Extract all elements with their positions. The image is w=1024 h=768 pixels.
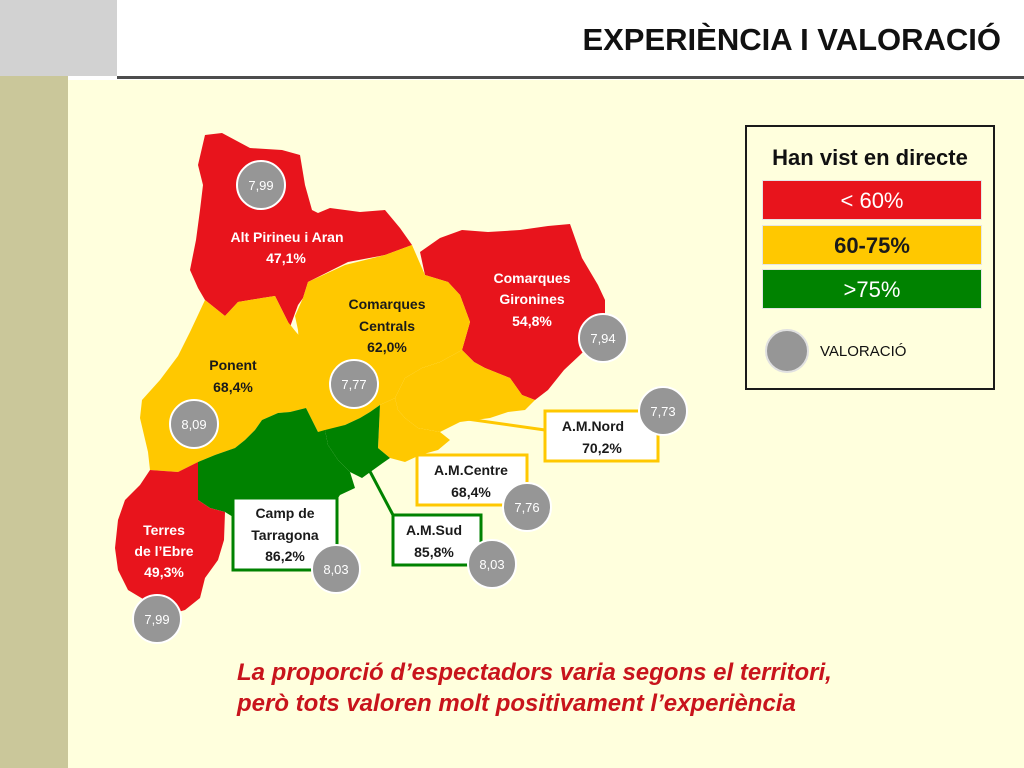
- label-terres-ebre-pct: 49,3%: [144, 564, 184, 580]
- rating-terres-ebre: 7,99: [132, 594, 182, 644]
- region-comarques-gironines: [420, 224, 605, 400]
- label-am-centre-pct: 68,4%: [451, 484, 491, 500]
- rating-comarques-gironines: 7,94: [578, 313, 628, 363]
- label-alt-pirineu-name: Alt Pirineu i Aran: [230, 229, 343, 245]
- label-am-centre-name: A.M.Centre: [434, 462, 508, 478]
- label-am-sud-pct: 85,8%: [414, 544, 454, 560]
- rating-comarques-gironines-value: 7,94: [590, 331, 615, 346]
- rating-am-centre: 7,76: [502, 482, 552, 532]
- rating-am-sud: 8,03: [467, 539, 517, 589]
- rating-alt-pirineu: 7,99: [236, 160, 286, 210]
- rating-am-centre-value: 7,76: [514, 500, 539, 515]
- label-am-sud-name: A.M.Sud: [406, 522, 462, 538]
- header-block: [0, 0, 117, 76]
- legend-yellow-bar: 60-75%: [762, 225, 982, 265]
- rating-am-nord: 7,73: [638, 386, 688, 436]
- legend-green-bar: >75%: [762, 269, 982, 309]
- rating-ponent-value: 8,09: [181, 417, 206, 432]
- label-ponent-pct: 68,4%: [213, 379, 253, 395]
- label-terres-ebre-name-1: Terres: [143, 522, 185, 538]
- label-camp-tarragona-name-2: Tarragona: [251, 527, 319, 543]
- callout-am-nord: [543, 409, 660, 463]
- label-alt-pirineu-pct: 47,1%: [266, 250, 306, 266]
- label-comarques-gironines-pct: 54,8%: [512, 313, 552, 329]
- rating-am-sud-value: 8,03: [479, 557, 504, 572]
- region-am-sud: [325, 405, 390, 478]
- legend-red-bar: < 60%: [762, 180, 982, 220]
- rating-comarques-centrals-value: 7,77: [341, 377, 366, 392]
- label-comarques-centrals-name-1: Comarques: [348, 296, 425, 312]
- label-terres-ebre-name-2: de l’Ebre: [134, 543, 193, 559]
- rating-am-nord-value: 7,73: [650, 404, 675, 419]
- leader-line-am-centre: [394, 436, 418, 457]
- legend-rating-circle: [765, 329, 809, 373]
- label-camp-tarragona-pct: 86,2%: [265, 548, 305, 564]
- side-stripe: [0, 76, 68, 768]
- label-comarques-gironines-name-2: Gironines: [499, 291, 565, 307]
- rating-comarques-centrals: 7,77: [329, 359, 379, 409]
- rating-ponent: 8,09: [169, 399, 219, 449]
- conclusion-line-1: La proporció d’espectadors varia segons …: [237, 659, 832, 686]
- rating-alt-pirineu-value: 7,99: [248, 178, 273, 193]
- callout-am-sud: [391, 513, 483, 567]
- conclusion-line-2: però tots valoren molt positivament l’ex…: [237, 690, 796, 717]
- label-comarques-gironines-name-1: Comarques: [493, 270, 570, 286]
- label-camp-tarragona-name-1: Camp de: [255, 505, 314, 521]
- leader-line-am-nord: [459, 416, 546, 432]
- leader-line-am-sud: [363, 461, 395, 516]
- region-am-centre: [378, 398, 450, 462]
- rating-camp-tarragona-value: 8,03: [323, 562, 348, 577]
- legend-title: Han vist en directe: [772, 145, 968, 170]
- region-am-nord: [395, 350, 535, 432]
- label-comarques-centrals-name-2: Centrals: [359, 318, 415, 334]
- rating-terres-ebre-value: 7,99: [144, 612, 169, 627]
- label-ponent-name: Ponent: [209, 357, 257, 373]
- legend-circle-label: VALORACIÓ: [820, 343, 907, 360]
- legend: Han vist en directe < 60% 60-75% >75% VA…: [745, 125, 995, 390]
- title-rule: [117, 76, 1024, 79]
- label-comarques-centrals-pct: 62,0%: [367, 339, 407, 355]
- label-am-nord-pct: 70,2%: [582, 440, 622, 456]
- rating-camp-tarragona: 8,03: [311, 544, 361, 594]
- conclusion-text: La proporció d’espectadors varia segons …: [237, 657, 997, 719]
- label-am-nord-name: A.M.Nord: [562, 418, 624, 434]
- region-terres-ebre: [115, 462, 225, 615]
- slide-title: EXPERIÈNCIA I VALORACIÓ: [582, 22, 1001, 57]
